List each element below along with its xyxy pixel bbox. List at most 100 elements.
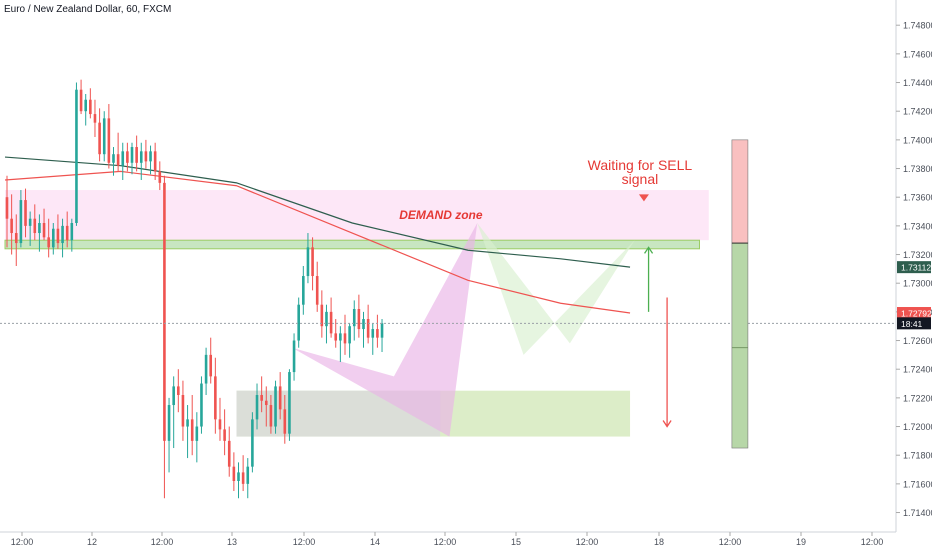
candle-body[interactable] (130, 147, 134, 163)
candle-body[interactable] (227, 440, 231, 467)
candle-body[interactable] (264, 400, 268, 406)
candle-body[interactable] (339, 333, 342, 341)
candle-body[interactable] (14, 233, 18, 244)
candle-body[interactable] (56, 228, 60, 244)
candle-body[interactable] (306, 247, 310, 277)
candle-body[interactable] (315, 276, 319, 305)
candle-body[interactable] (65, 225, 69, 241)
candle-body[interactable] (302, 276, 305, 305)
candle-body[interactable] (255, 395, 259, 420)
candle-body[interactable] (19, 200, 23, 244)
candle-body[interactable] (297, 304, 300, 341)
candle-body[interactable] (38, 223, 41, 234)
candle-body[interactable] (362, 319, 365, 330)
candle-body[interactable] (237, 472, 240, 481)
price-tick-label: 1.71400 (903, 508, 932, 518)
candle-body[interactable] (260, 395, 263, 401)
sell-signal-text: Waiting for SELL (588, 157, 693, 173)
stop-loss-zone[interactable] (731, 139, 749, 244)
candle-body[interactable] (153, 151, 157, 172)
candle-body[interactable] (177, 386, 180, 395)
time-tick-label: 12:00 (434, 537, 457, 547)
candle-body[interactable] (352, 309, 356, 327)
price-tick-label: 1.74000 (903, 135, 932, 145)
candle-body[interactable] (380, 323, 384, 338)
candle-body[interactable] (311, 247, 314, 277)
candle-body[interactable] (320, 304, 324, 327)
candle-body[interactable] (89, 99, 92, 115)
green-harmonic-pattern[interactable] (477, 223, 635, 355)
candle-body[interactable] (232, 466, 236, 481)
candle-body[interactable] (93, 114, 97, 123)
candle-body[interactable] (366, 319, 370, 338)
candle-body[interactable] (79, 89, 83, 112)
candle-body[interactable] (42, 223, 46, 238)
candle-body[interactable] (102, 118, 106, 155)
candle-body[interactable] (246, 466, 250, 484)
candle-body[interactable] (292, 340, 296, 373)
down-arrow-head (662, 420, 672, 428)
candle-body[interactable] (5, 197, 9, 219)
candle-body[interactable] (343, 333, 347, 344)
candle-body[interactable] (10, 218, 13, 234)
candle-body[interactable] (167, 405, 171, 441)
candle-body[interactable] (334, 333, 338, 341)
time-tick-label: 13 (227, 537, 237, 547)
pink-harmonic-pattern[interactable] (292, 223, 478, 437)
candle-body[interactable] (98, 122, 101, 155)
price-tick-label: 1.72600 (903, 336, 932, 346)
green-zone-upper[interactable] (4, 239, 700, 250)
candle-body[interactable] (204, 354, 208, 384)
candle-body[interactable] (75, 89, 78, 223)
candle-body[interactable] (186, 419, 189, 427)
candle-body[interactable] (251, 419, 254, 467)
candle-body[interactable] (52, 228, 55, 248)
time-tick-label: 15 (511, 537, 521, 547)
candle-body[interactable] (121, 151, 125, 166)
candle-body[interactable] (135, 147, 138, 163)
candle-body[interactable] (112, 154, 115, 163)
candle-body[interactable] (28, 218, 32, 226)
candle-body[interactable] (24, 200, 27, 226)
candle-body[interactable] (357, 309, 361, 330)
candle-body[interactable] (116, 154, 120, 166)
ma-fast-label: 1.72792 (901, 309, 932, 319)
candle-body[interactable] (139, 151, 143, 163)
candle-body[interactable] (325, 311, 328, 327)
candle-body[interactable] (241, 472, 245, 484)
candle-body[interactable] (214, 376, 217, 420)
candle-body[interactable] (107, 118, 111, 163)
sell-arrow-marker[interactable] (638, 194, 649, 202)
candle-body[interactable] (269, 405, 273, 427)
candle-body[interactable] (195, 426, 199, 441)
candle-body[interactable] (126, 151, 129, 163)
candle-body[interactable] (283, 409, 287, 434)
candle-body[interactable] (223, 429, 226, 441)
candle-body[interactable] (190, 419, 194, 441)
candle-body[interactable] (288, 372, 291, 434)
candle-body[interactable] (329, 311, 333, 334)
candle-body[interactable] (61, 225, 64, 244)
candle-body[interactable] (181, 395, 185, 427)
candle-body[interactable] (163, 182, 166, 441)
candle-body[interactable] (371, 329, 375, 338)
candle-body[interactable] (274, 386, 277, 427)
candle-body[interactable] (144, 151, 148, 162)
price-tick-label: 1.73400 (903, 221, 932, 231)
candle-body[interactable] (218, 419, 222, 430)
demand-zone[interactable] (5, 190, 709, 241)
candle-body[interactable] (33, 218, 37, 234)
candle-body[interactable] (70, 223, 74, 241)
candle-body[interactable] (200, 383, 203, 427)
candle-body[interactable] (348, 326, 351, 344)
candle-body[interactable] (47, 237, 50, 248)
candle-body[interactable] (376, 329, 379, 338)
candle-body[interactable] (84, 99, 88, 112)
candle-body[interactable] (158, 171, 162, 183)
candle-body[interactable] (172, 386, 175, 406)
take-profit-zone[interactable] (731, 242, 749, 449)
candle-body[interactable] (278, 386, 282, 410)
candle-body[interactable] (149, 151, 152, 162)
candle-body[interactable] (209, 354, 213, 377)
